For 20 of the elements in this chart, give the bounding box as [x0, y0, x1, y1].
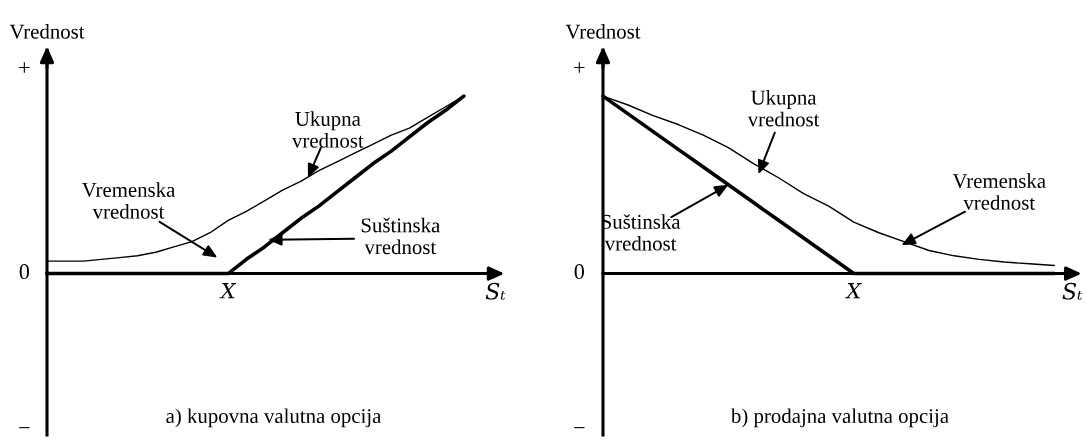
- text: +: [574, 62, 585, 73]
- text: a) kupovna valutna opcija: [166, 408, 382, 428]
- text: −: [19, 427, 30, 429]
- x-axis-title: Sₜ: [485, 282, 506, 300]
- text: 0: [574, 264, 585, 280]
- text: X: [845, 283, 862, 299]
- text: +: [19, 62, 30, 73]
- text: b) prodajna valutna opcija: [730, 408, 949, 428]
- y-axis-title: Vrednost: [565, 24, 641, 39]
- y-axis-title: Vrednost: [9, 24, 85, 39]
- annotation: Vremenska vrednost: [952, 173, 1046, 210]
- x-axis-title: Sₜ: [1062, 282, 1083, 300]
- annotation: Suštinska vrednost: [361, 217, 440, 255]
- text: −: [574, 427, 585, 429]
- annotation: Ukupna vrednost: [291, 111, 364, 148]
- text: X: [219, 283, 237, 299]
- annotation: Vremenska vrednost: [81, 182, 176, 219]
- text: 0: [19, 264, 30, 280]
- annotation: Ukupna vrednost: [747, 89, 820, 127]
- annotation: Suštinska vrednost: [602, 214, 681, 251]
